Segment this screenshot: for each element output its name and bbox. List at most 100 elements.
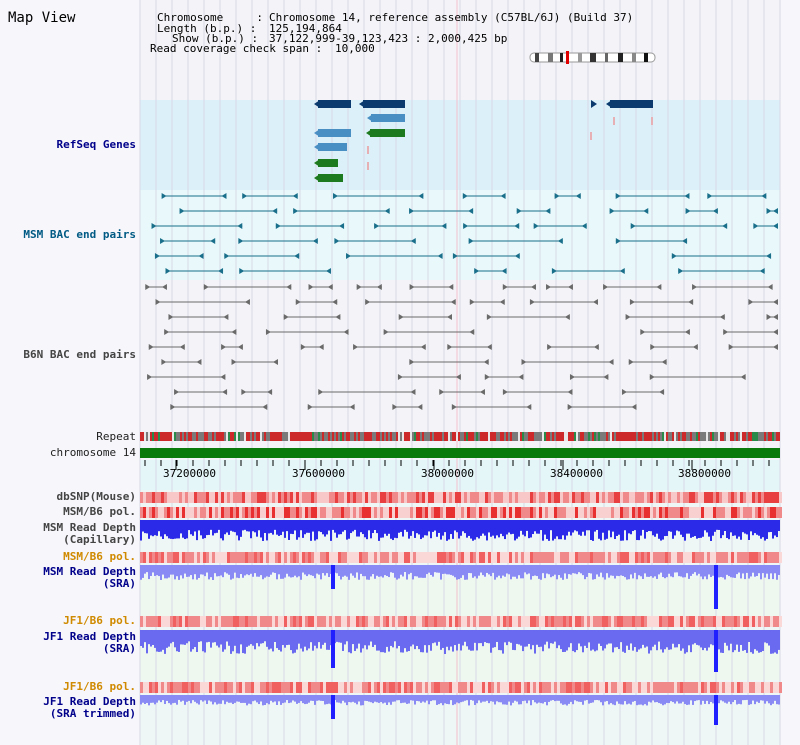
bac-end-marker <box>307 404 313 410</box>
repeat-segment <box>242 432 244 441</box>
repeat-segment <box>168 432 170 441</box>
polymorphism-cell <box>722 552 725 563</box>
polymorphism-cell <box>293 552 296 563</box>
bac-end-marker <box>603 284 609 290</box>
repeat-segment <box>252 432 254 441</box>
read-depth-bar <box>556 695 558 701</box>
polymorphism-cell <box>347 552 350 563</box>
read-depth-bar <box>724 565 726 580</box>
read-depth-bar <box>606 565 608 574</box>
polymorphism-cell <box>248 507 251 518</box>
polymorphism-cell <box>683 552 686 563</box>
jf1-read-depth-trimmed-label-1[interactable]: JF1 Read Depth <box>43 695 136 708</box>
right-margin <box>780 0 800 745</box>
bac-end-marker <box>748 299 754 305</box>
bac-end-marker <box>275 223 281 229</box>
polymorphism-cell <box>731 682 734 693</box>
polymorphism-cell <box>641 616 644 627</box>
jf1-b6-pol-label[interactable]: JF1/B6 pol. <box>63 614 136 627</box>
read-depth-bar <box>632 630 634 651</box>
polymorphism-cell <box>146 616 149 627</box>
chromosome-label: Chromosome : <box>157 11 263 24</box>
read-depth-bar <box>394 565 396 578</box>
read-depth-bar <box>358 520 360 537</box>
repeat-segment <box>462 432 464 441</box>
repeat-segment <box>762 432 764 441</box>
read-depth-bar <box>336 695 338 703</box>
polymorphism-cell <box>698 682 701 693</box>
msm-read-depth-sra-label-2[interactable]: (SRA) <box>102 577 136 590</box>
read-depth-bar <box>168 695 170 704</box>
read-depth-bar <box>622 565 624 576</box>
msm-b6-pol-label[interactable]: MSM/B6 pol. <box>63 505 136 518</box>
bac-end-marker <box>244 299 250 305</box>
read-depth-bar <box>472 630 474 651</box>
polymorphism-cell <box>749 492 752 503</box>
polymorphism-cell <box>740 507 743 518</box>
repeat-segment <box>754 432 756 441</box>
jf1-b6-pol-trimmed-label[interactable]: JF1/B6 pol. <box>63 680 136 693</box>
read-depth-bar <box>196 695 198 704</box>
read-depth-bar <box>650 630 652 651</box>
read-depth-bar <box>366 565 368 580</box>
read-depth-bar <box>326 520 328 535</box>
read-depth-bar <box>300 695 302 702</box>
polymorphism-cell <box>689 507 692 518</box>
msm-read-depth-capillary-label-1[interactable]: MSM Read Depth <box>43 521 136 534</box>
jf1-read-depth-trimmed-label-2[interactable]: (SRA trimmed) <box>49 707 136 720</box>
polymorphism-cell <box>152 552 155 563</box>
jf1-read-depth-label-1[interactable]: JF1 Read Depth <box>43 630 136 643</box>
repeat-segment <box>728 432 730 441</box>
read-depth-bar <box>366 630 368 650</box>
repeat-segment <box>478 432 480 441</box>
msm-read-depth-capillary-label-2[interactable]: (Capillary) <box>63 533 136 546</box>
read-depth-bar <box>326 695 328 705</box>
refseq-genes-label[interactable]: RefSeq Genes <box>56 138 136 151</box>
polymorphism-cell <box>689 552 692 563</box>
polymorphism-cell <box>644 552 647 563</box>
read-depth-bar <box>234 565 236 573</box>
read-depth-bar <box>444 695 446 704</box>
polymorphism-cell <box>479 552 482 563</box>
bac-end-marker <box>773 329 778 335</box>
read-depth-bar <box>682 565 684 578</box>
msm-bac-end-pairs-label[interactable]: MSM BAC end pairs <box>23 228 136 241</box>
polymorphism-cell <box>686 682 689 693</box>
read-depth-bar <box>160 695 162 703</box>
read-depth-bar <box>298 630 300 644</box>
polymorphism-cell <box>227 492 230 503</box>
repeat-segment <box>628 432 630 441</box>
bac-end-marker <box>283 314 289 320</box>
read-depth-bar <box>708 695 710 705</box>
gene-feature <box>371 114 405 122</box>
read-depth-bar <box>318 630 320 643</box>
polymorphism-cell <box>488 492 491 503</box>
read-depth-bar <box>760 520 762 539</box>
repeat-segment <box>334 432 336 441</box>
repeat-segment <box>542 432 544 441</box>
polymorphism-cell <box>629 507 632 518</box>
polymorphism-cell <box>185 682 188 693</box>
polymorphism-cell <box>380 552 383 563</box>
read-depth-bar <box>400 520 402 532</box>
msm-read-depth-sra-label-1[interactable]: MSM Read Depth <box>43 565 136 578</box>
b6n-bac-end-pairs-label[interactable]: B6N BAC end pairs <box>23 348 136 361</box>
bac-end-marker <box>688 299 694 305</box>
read-depth-bar <box>676 565 678 573</box>
read-depth-bar <box>448 630 450 651</box>
read-depth-bar <box>450 520 452 535</box>
read-depth-bar <box>740 630 742 645</box>
repeat-segment <box>232 432 234 441</box>
read-depth-bar <box>526 520 528 531</box>
msm-b6-pol-sra-label[interactable]: MSM/B6 pol. <box>63 550 136 563</box>
polymorphism-cell <box>143 682 146 693</box>
polymorphism-cell <box>557 492 560 503</box>
polymorphism-cell <box>383 616 386 627</box>
polymorphism-cell <box>257 552 260 563</box>
jf1-read-depth-label-2[interactable]: (SRA) <box>102 642 136 655</box>
read-depth-bar <box>676 630 678 648</box>
dbsnp-label[interactable]: dbSNP(Mouse) <box>56 490 136 503</box>
bac-end-marker <box>526 404 532 410</box>
read-depth-bar <box>166 565 168 579</box>
read-depth-bar <box>750 630 752 653</box>
